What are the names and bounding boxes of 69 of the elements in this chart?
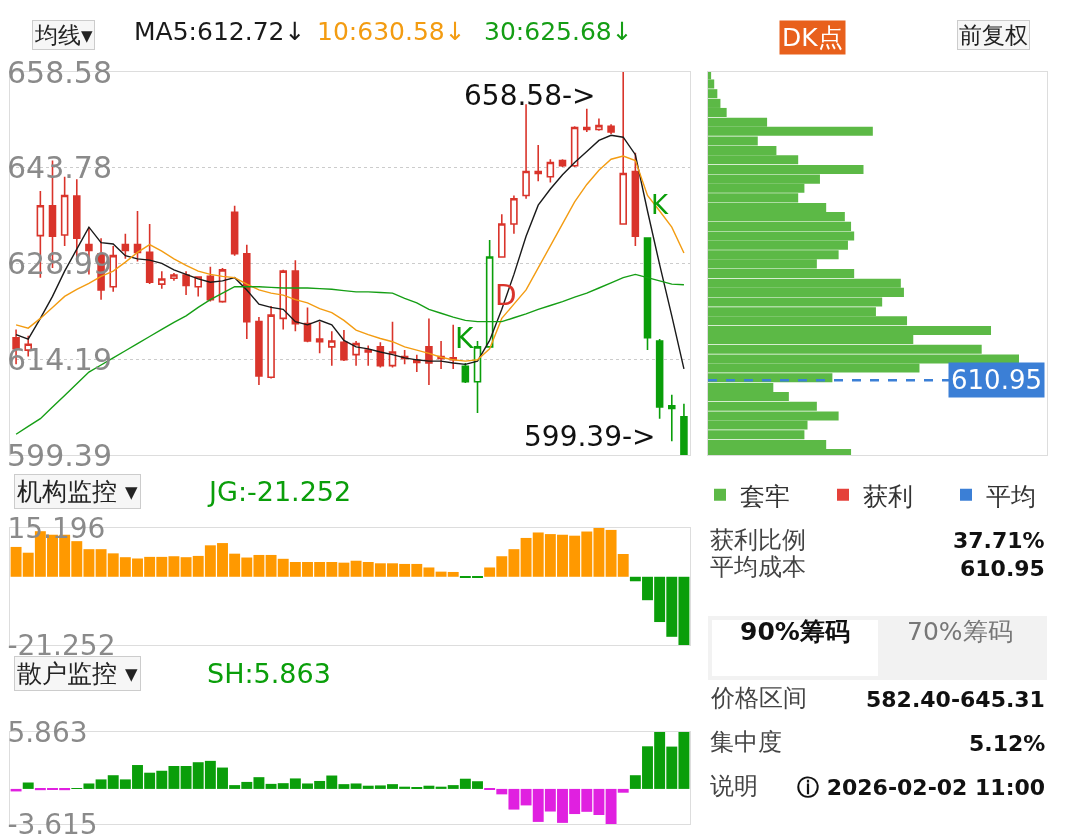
- candlestick: [182, 270, 190, 296]
- candlestick: [230, 205, 239, 257]
- candlestick: [619, 72, 627, 225]
- text: 集中度: [710, 728, 782, 756]
- text: 平均成本: [710, 553, 806, 581]
- text: 30:625.68↓: [484, 17, 633, 46]
- series-label: JG:-21.252: [207, 476, 352, 507]
- annotation: K: [651, 190, 669, 220]
- y-tick-label: 15.196: [7, 511, 106, 545]
- candlestick: [668, 393, 676, 443]
- text: 5.12%: [969, 731, 1046, 756]
- candlestick: [498, 213, 506, 258]
- candlestick: [315, 320, 324, 355]
- legend-label: 获利: [863, 481, 913, 511]
- candlestick: [522, 103, 530, 200]
- candlestick: [510, 194, 518, 235]
- annotation: 658.58->: [464, 79, 596, 112]
- text: DK点: [782, 23, 843, 52]
- candlestick: [328, 330, 336, 367]
- annotation: 599.39->: [524, 420, 656, 453]
- text: 10:630.58↓: [317, 17, 466, 46]
- ref-line-label: 610.95: [951, 365, 1042, 395]
- legend-label: 套牢: [740, 481, 790, 511]
- legend-label: 平均: [986, 481, 1036, 511]
- candlestick: [364, 344, 372, 367]
- candlestick: [558, 158, 567, 168]
- candlestick: [109, 245, 117, 293]
- chart-title: 机构监控 ▾: [17, 477, 138, 506]
- text: 610.95: [960, 556, 1045, 581]
- candlestick: [243, 243, 251, 340]
- text: 90%筹码: [740, 617, 850, 646]
- text: MA5:612.72↓: [134, 17, 306, 46]
- text: 前复权: [959, 22, 1028, 48]
- candlestick: [267, 305, 275, 380]
- candlestick: [194, 275, 202, 298]
- text: 70%筹码: [907, 617, 1013, 646]
- candlestick: [680, 403, 688, 455]
- y-tick-label: 599.39: [7, 437, 112, 473]
- candlestick: [583, 107, 591, 133]
- bar: [22, 782, 34, 789]
- text: 说明: [710, 772, 758, 800]
- candlestick: [655, 338, 664, 420]
- y-tick-label: 5.863: [7, 715, 88, 749]
- chart-title: 散户监控 ▾: [17, 659, 138, 688]
- candlestick: [158, 270, 166, 290]
- y-tick-label: -3.615: [7, 807, 98, 839]
- text: 582.40-645.31: [866, 687, 1045, 712]
- y-tick-label: -21.252: [7, 628, 116, 662]
- candlestick: [461, 362, 470, 384]
- candlestick: [534, 144, 542, 183]
- candlestick: [437, 340, 445, 370]
- text: 37.71%: [953, 528, 1045, 553]
- y-tick-label: 658.58: [7, 54, 112, 90]
- candlestick: [340, 329, 348, 362]
- candlestick: [607, 123, 615, 135]
- annotation: K: [455, 322, 474, 355]
- candlestick: [413, 353, 421, 373]
- candlestick: [255, 316, 263, 386]
- candlestick: [631, 151, 640, 247]
- text: 获利比例: [710, 526, 806, 554]
- candlestick: [546, 158, 555, 184]
- candlestick: [352, 340, 360, 367]
- text: ⓘ 2026-02-02 11:00: [797, 775, 1046, 800]
- candlestick: [449, 324, 457, 370]
- text: 价格区间: [710, 684, 807, 712]
- candlestick: [595, 117, 603, 132]
- text: 均线▾: [34, 22, 93, 48]
- text: SH:5.863: [207, 658, 331, 689]
- candlestick: [170, 272, 178, 282]
